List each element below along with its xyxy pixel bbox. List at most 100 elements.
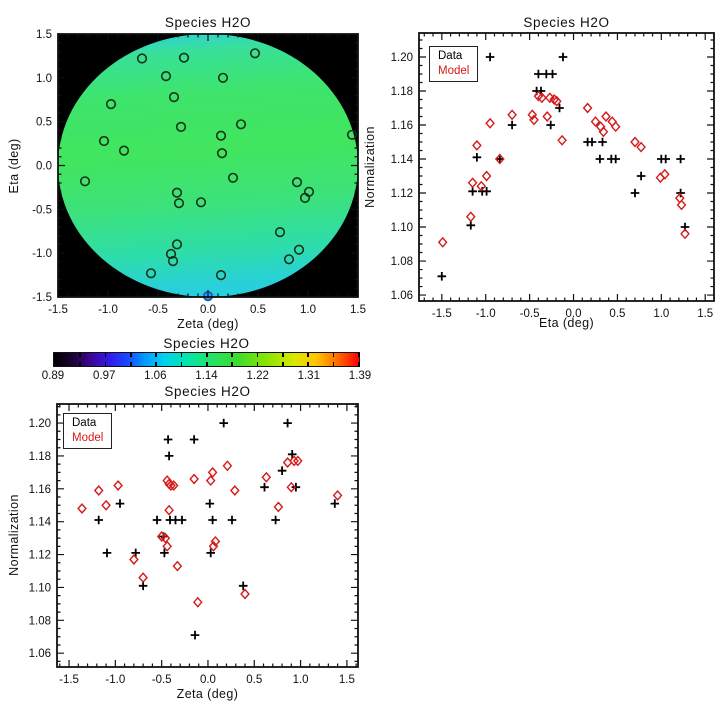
pointing-circle [171,239,183,250]
colorbar-tick [206,353,208,357]
colorbar-value-label: 1.06 [144,370,167,382]
pointing-circle [160,70,172,82]
y-tick-label: 0.5 [36,117,52,129]
colorbar-value-label: 1.22 [246,370,269,382]
x-tick-label: -1.0 [476,308,496,320]
y-tick-label: 1.08 [391,256,413,268]
y-tick-label: 1.0 [36,73,52,85]
x-tick-label: 0.0 [566,308,582,320]
pointing-circle [145,268,157,279]
y-tick-label: -1.0 [32,248,52,260]
colorbar-tick [155,353,157,357]
y-tick-label: 1.14 [29,517,52,529]
colorbar-tick [332,353,335,357]
y-tick-label: 1.10 [391,222,413,234]
legend-entry-data: Data [72,417,97,429]
x-tick-label: -0.5 [148,304,168,316]
y-tick-label: 1.14 [391,154,414,166]
zeta-scatter-chart: Species H2O Normalization -1.5 -1.0 -0.5 0.… [0,384,380,720]
y-tick-label: 1.20 [391,52,413,64]
pointing-circle [217,72,229,83]
colorbar-tick [206,362,208,366]
x-tick-label: 0.0 [200,674,216,686]
map-x-axis-label: Zeta (deg) [177,317,239,331]
axis-ticks [419,33,715,301]
colorbar-tick [130,353,132,357]
colorbar-tick [180,362,183,366]
colorbar-value-label: 0.97 [92,370,116,382]
pointing-circle [165,248,177,260]
x-tick-label: -1.5 [48,304,68,316]
zeta-x-axis-label: Zeta (deg) [176,687,239,701]
colorbar-tick [282,353,284,357]
eta-plot-canvas: -1.5 -1.0 -0.5 0.0 0.5 1.0 1.5 1.06 1.08 1.10 1.12… [391,32,715,320]
colorbar-tick [104,353,107,357]
pointing-circle [136,53,148,64]
y-tick-label: 1.12 [29,550,51,562]
pointing-circle [195,197,207,208]
y-tick-label: 1.16 [29,484,51,496]
x-tick-label: 1.5 [697,308,713,320]
x-tick-label: -0.5 [520,308,540,320]
colorbar-chart: Species H2O 0.89 0.97 1.06 1.14 1.22 1.31 1.39 [0,335,380,384]
x-tick-label: 1.5 [350,304,366,316]
pointing-circle [168,91,180,103]
x-tick-label: 0.5 [609,308,625,320]
y-tick-label: 1.12 [391,188,413,200]
x-tick-label: 1.0 [653,308,669,320]
plot-frame [56,403,359,668]
colorbar-value-label: 1.39 [348,370,372,382]
y-tick-label: 1.5 [36,29,52,41]
pointing-circle [291,177,303,188]
y-tick-label: 1.06 [29,648,51,660]
legend-entry-data: Data [438,50,463,62]
map-chart: Species H2O Eta (deg) -1.5 -1.0 -0.5 0.0 0.5… [0,0,380,335]
x-tick-label: -0.5 [152,674,172,686]
colorbar-tick [180,353,183,357]
x-tick-label: -1.5 [59,674,79,686]
y-tick-label: 1.06 [391,290,413,302]
colorbar-gradient-bar [53,352,360,367]
map-plot-canvas: -1.5 -1.0 -0.5 0.0 0.5 1.0 1.5 1.5 1.0 0.5 0.0 -0.5… [32,29,366,316]
legend-entry-model: Model [72,431,104,444]
zeta-plot-canvas: -1.5 -1.0 -0.5 0.0 0.5 1.0 1.5 1.06 1.08 1.10 1.12… [29,403,359,686]
pointing-circle [215,270,227,281]
pointing-circle [299,192,311,203]
colorbar-title: Species H2O [163,336,250,351]
colorbar-value-label: 0.89 [41,370,65,382]
colorbar-tick [79,362,81,366]
pointing-circle [346,129,358,140]
y-tick-label: -0.5 [32,204,52,216]
colorbar-tick [332,362,335,366]
colorbar-tick [155,362,157,366]
data-points-plus [77,418,340,640]
legend-entry-model: Model [438,64,470,77]
y-tick-label: 0.0 [36,161,52,173]
y-tick-label: -1.5 [32,292,52,304]
y-tick-label: 1.18 [29,451,51,463]
model-points-diamond [77,455,343,608]
pointing-circle [167,256,179,267]
pointing-circle [235,119,247,130]
plot-frame [418,32,715,302]
eta-chart-title: Species H2O [523,15,610,30]
pointing-circle [249,48,261,59]
pointing-circle [105,98,117,110]
data-points-plus [437,52,690,281]
x-tick-label: -1.0 [105,674,125,686]
y-tick-label: 1.16 [391,120,413,132]
normalization-map-disk [58,34,358,297]
x-tick-label: 0.0 [200,304,216,316]
pointing-circle [79,176,91,187]
x-tick-label: -1.5 [432,308,452,320]
pointing-circle [227,172,239,183]
colorbar-tick [54,362,56,366]
colorbar-tick [231,362,233,366]
colorbar-tick [358,362,360,366]
x-tick-label: 1.5 [339,674,355,686]
colorbar-value-label: 1.14 [195,370,218,382]
colorbar-tick [130,362,132,366]
axis-ticks [57,404,358,667]
x-tick-label: -1.0 [98,304,118,316]
